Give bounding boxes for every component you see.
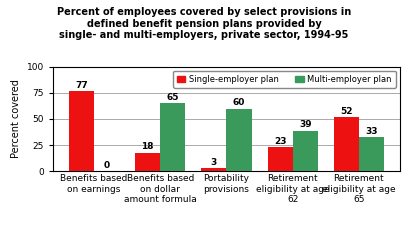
Text: 18: 18 (141, 143, 154, 151)
Text: 52: 52 (340, 107, 353, 116)
Text: Percent of employees covered by select provisions in
defined benefit pension pla: Percent of employees covered by select p… (57, 7, 351, 40)
Text: 65: 65 (166, 93, 179, 102)
Bar (359, 137, 384, 171)
Text: 0: 0 (104, 161, 110, 170)
Y-axis label: Percent covered: Percent covered (11, 79, 21, 159)
Text: 77: 77 (75, 81, 88, 90)
Bar (135, 153, 160, 171)
Text: 39: 39 (299, 120, 312, 129)
Text: 23: 23 (274, 137, 286, 146)
Legend: Single-employer plan, Multi-employer plan: Single-employer plan, Multi-employer pla… (173, 71, 396, 88)
Bar (226, 109, 252, 171)
Bar (201, 168, 226, 171)
Text: 33: 33 (365, 127, 378, 136)
Text: 60: 60 (233, 99, 245, 108)
Bar (334, 117, 359, 171)
Bar (268, 147, 293, 171)
Text: 3: 3 (211, 158, 217, 167)
Bar (293, 130, 318, 171)
Bar (69, 91, 94, 171)
Bar (160, 103, 185, 171)
